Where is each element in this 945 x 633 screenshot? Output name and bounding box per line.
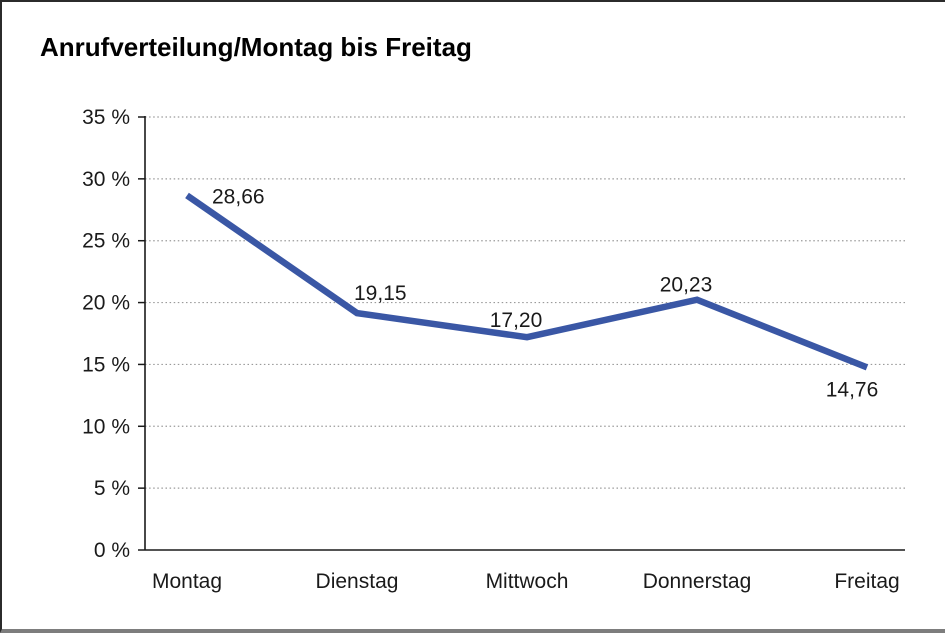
y-tick-label: 35 % — [82, 106, 130, 129]
y-tick-label: 30 % — [82, 168, 130, 191]
data-label: 17,20 — [490, 309, 543, 332]
y-tick-label: 5 % — [94, 477, 130, 500]
chart-title: Anrufverteilung/Montag bis Freitag — [40, 32, 472, 62]
y-tick-label: 10 % — [82, 415, 130, 438]
data-label: 19,15 — [354, 282, 407, 305]
x-tick-label: Montag — [152, 570, 222, 593]
data-label: 28,66 — [212, 185, 265, 208]
data-label: 20,23 — [660, 274, 713, 297]
x-tick-label: Freitag — [834, 570, 899, 593]
y-tick-label: 20 % — [82, 292, 130, 315]
data-label: 14,76 — [826, 378, 879, 401]
x-tick-label: Donnerstag — [643, 570, 752, 593]
y-tick-label: 15 % — [82, 353, 130, 376]
y-tick-label: 0 % — [94, 539, 130, 562]
x-tick-label: Mittwoch — [486, 570, 569, 593]
y-tick-label: 25 % — [82, 230, 130, 253]
data-line — [185, 192, 869, 371]
x-tick-label: Dienstag — [316, 570, 399, 593]
